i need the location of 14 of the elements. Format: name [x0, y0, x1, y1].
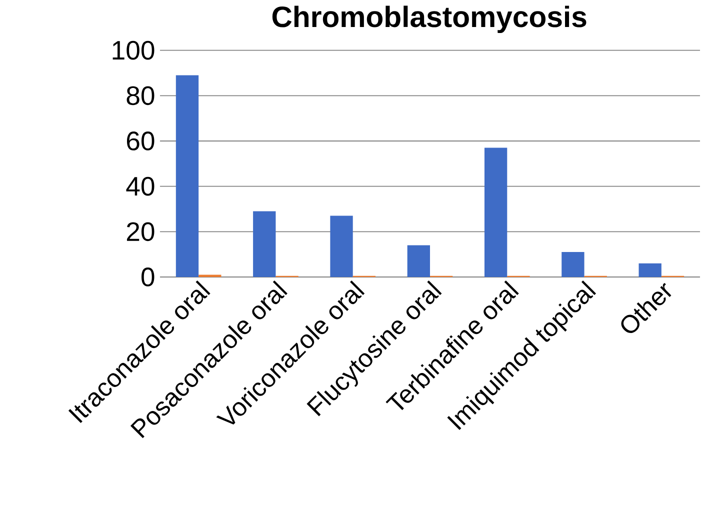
chart-title: Chromoblastomycosis — [272, 6, 586, 34]
y-tick-label: 0 — [142, 268, 154, 286]
bar — [562, 252, 584, 277]
y-tick-label: 20 — [126, 222, 154, 242]
bar — [638, 263, 662, 277]
bar — [484, 148, 508, 277]
bar — [330, 216, 353, 277]
y-tick-label: 60 — [126, 132, 154, 150]
bar — [407, 245, 430, 277]
y-tick-label: 80 — [126, 86, 154, 106]
bar — [253, 211, 276, 277]
y-tick-label: 100 — [112, 40, 154, 60]
y-tick-label: 40 — [126, 176, 154, 196]
bar — [176, 75, 199, 277]
